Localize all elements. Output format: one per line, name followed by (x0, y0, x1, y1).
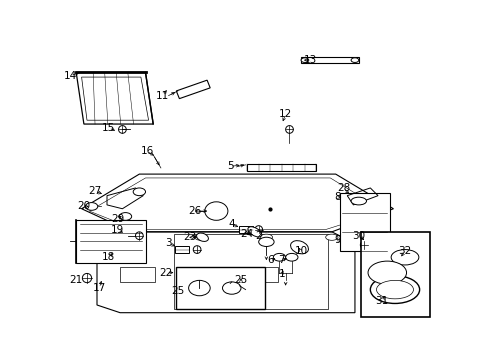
Text: 24: 24 (240, 229, 253, 239)
Text: 6: 6 (266, 255, 273, 265)
Text: 30: 30 (351, 231, 365, 241)
Text: 3: 3 (165, 238, 172, 248)
Text: 12: 12 (279, 109, 292, 119)
Bar (176, 266, 264, 309)
Text: 25: 25 (171, 286, 184, 296)
Ellipse shape (301, 58, 308, 62)
Text: 4: 4 (228, 219, 235, 229)
Text: 2: 2 (255, 231, 262, 241)
Text: 1: 1 (278, 269, 285, 279)
Ellipse shape (85, 203, 98, 210)
Ellipse shape (369, 276, 419, 303)
Text: 9: 9 (334, 235, 341, 244)
Text: 5: 5 (226, 161, 233, 171)
Ellipse shape (204, 202, 227, 220)
Text: 19: 19 (111, 225, 124, 235)
Text: 29: 29 (111, 214, 124, 224)
Ellipse shape (196, 233, 208, 242)
Text: 13: 13 (303, 55, 316, 65)
Ellipse shape (350, 58, 358, 62)
Ellipse shape (258, 237, 274, 247)
Ellipse shape (376, 280, 413, 299)
Ellipse shape (350, 197, 366, 205)
Text: 14: 14 (63, 71, 77, 81)
Text: 31: 31 (374, 296, 388, 306)
Ellipse shape (125, 234, 138, 240)
Ellipse shape (222, 282, 241, 294)
Ellipse shape (194, 234, 207, 240)
Text: 11: 11 (156, 91, 169, 100)
Text: 22: 22 (160, 267, 173, 278)
Text: 27: 27 (88, 186, 101, 196)
Ellipse shape (273, 253, 285, 261)
Bar (360, 232, 429, 316)
Text: 8: 8 (334, 192, 341, 202)
Text: 7: 7 (278, 255, 285, 265)
Text: 16: 16 (140, 146, 153, 156)
Ellipse shape (367, 261, 406, 284)
Ellipse shape (325, 234, 337, 240)
Ellipse shape (285, 253, 297, 261)
Text: 32: 32 (398, 246, 411, 256)
Bar (246, 164, 316, 171)
Text: 10: 10 (294, 246, 307, 256)
Text: 18: 18 (102, 252, 115, 262)
Bar (76, 220, 145, 263)
Ellipse shape (247, 227, 261, 237)
Text: 23: 23 (183, 232, 196, 242)
Bar (339, 193, 389, 251)
Text: 26: 26 (188, 206, 201, 216)
Text: 20: 20 (77, 202, 90, 211)
Ellipse shape (188, 280, 210, 296)
Ellipse shape (260, 234, 272, 240)
Text: 25: 25 (234, 275, 247, 285)
Ellipse shape (390, 249, 418, 265)
Text: 21: 21 (69, 275, 82, 285)
Bar (238, 226, 252, 233)
Ellipse shape (133, 188, 145, 195)
Ellipse shape (119, 213, 131, 220)
Bar (174, 247, 188, 253)
Text: 15: 15 (102, 123, 115, 133)
Bar (301, 57, 358, 63)
Ellipse shape (290, 240, 308, 254)
Text: 28: 28 (336, 183, 349, 193)
Text: 17: 17 (93, 283, 106, 293)
